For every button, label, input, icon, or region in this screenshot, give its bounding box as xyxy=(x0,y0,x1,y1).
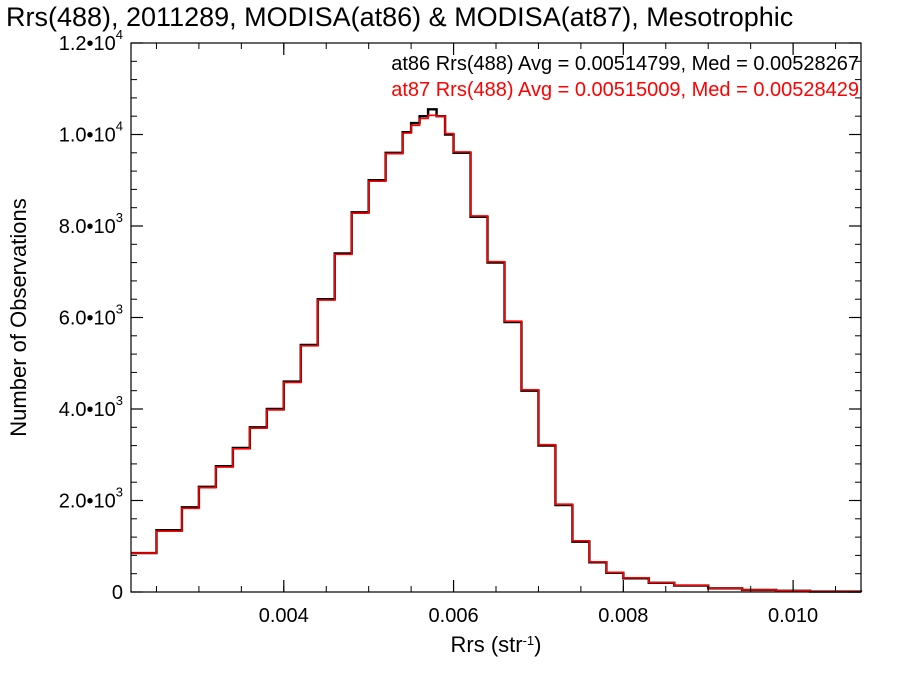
annotation-1: at86 Rrs(488) Avg = 0.00514799, Med = 0.… xyxy=(391,53,859,75)
y-axis-label: Number of Observations xyxy=(6,198,31,436)
y-tick-label: 1.2•104 xyxy=(59,27,123,55)
y-tick-label: 4.0•103 xyxy=(59,393,123,421)
x-tick-label: 0.006 xyxy=(429,605,479,627)
x-axis-label-sup: -1 xyxy=(523,633,535,648)
x-axis-label-close: ) xyxy=(534,632,541,657)
y-tick-label: 8.0•103 xyxy=(59,210,123,238)
x-tick-label: 0.004 xyxy=(259,605,309,627)
ticks-layer: 0.004 0.006 0.008 0.010 0 2.0•103 4.0•103 6.0•1… xyxy=(59,27,861,627)
y-tick-label: 0 xyxy=(112,582,123,604)
x-axis-label: Rrs (str-1) xyxy=(451,632,542,657)
series-layer xyxy=(131,108,863,593)
y-tick-label: 1.0•104 xyxy=(59,119,123,147)
x-tick-label: 0.008 xyxy=(598,605,648,627)
series-line-2 xyxy=(131,114,862,593)
chart-title: Rrs(488), 2011289, MODISA(at86) & MODISA… xyxy=(6,2,793,32)
y-tick-label: 2.0•103 xyxy=(59,485,123,513)
annotation-2: at87 Rrs(488) Avg = 0.00515009, Med = 0.… xyxy=(391,79,859,101)
plot-frame xyxy=(130,42,862,593)
x-tick-label: 0.010 xyxy=(768,605,818,627)
y-tick-label: 6.0•103 xyxy=(59,302,123,330)
x-axis-label-main: Rrs (str xyxy=(451,632,523,657)
annotations: at86 Rrs(488) Avg = 0.00514799, Med = 0.… xyxy=(391,53,859,101)
series-line-1 xyxy=(131,108,863,593)
